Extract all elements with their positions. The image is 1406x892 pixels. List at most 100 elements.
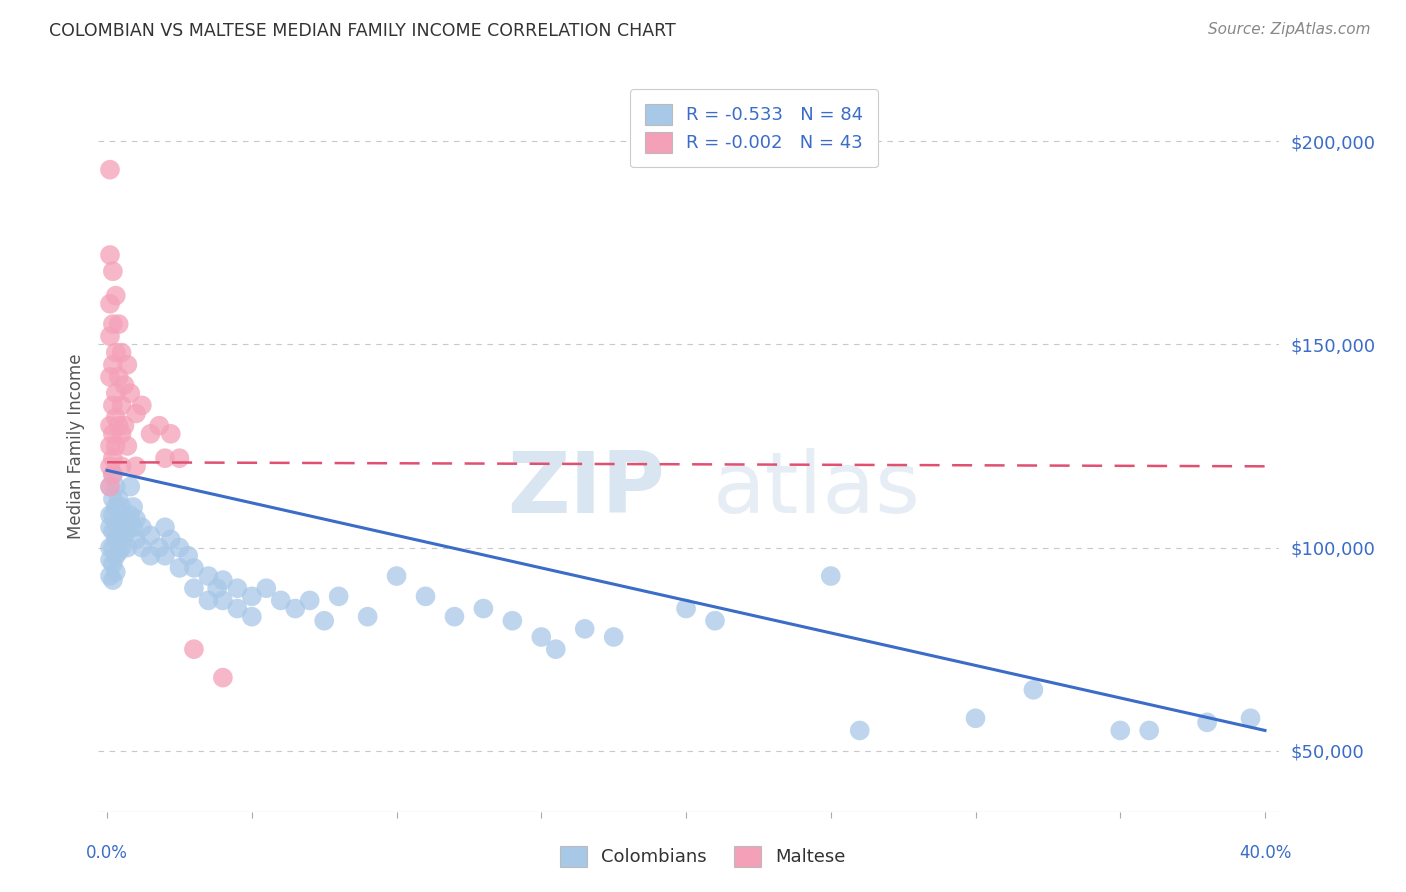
Point [98,508,121,522]
Text: atlas: atlas [713,449,921,532]
Point [120,480,142,494]
Point [98,520,121,534]
Point [328,590,350,604]
Point [104,386,127,401]
Point [704,614,727,628]
Point [98,162,121,177]
Point [226,581,249,595]
Point [139,426,162,441]
Text: 40.0%: 40.0% [1239,844,1291,863]
Point [107,528,129,542]
Point [114,378,136,392]
Point [205,581,228,595]
Point [1109,723,1132,738]
Point [114,512,136,526]
Point [131,520,153,534]
Point [1197,715,1219,730]
Point [110,500,132,514]
Point [104,500,127,514]
Point [148,541,170,555]
Point [101,491,124,506]
Point [101,573,124,587]
Point [314,614,336,628]
Point [125,533,148,547]
Point [101,508,124,522]
Point [415,590,437,604]
Legend: Colombians, Maltese: Colombians, Maltese [553,838,853,874]
Point [101,398,124,412]
Point [101,541,124,555]
Point [574,622,596,636]
Point [117,358,139,372]
Point [101,467,124,482]
Point [98,370,121,384]
Point [544,642,567,657]
Point [1137,723,1160,738]
Point [472,601,495,615]
Point [104,516,127,531]
Point [965,711,987,725]
Point [122,520,145,534]
Point [104,439,127,453]
Point [153,451,176,466]
Point [98,418,121,433]
Point [101,317,124,331]
Point [240,590,263,604]
Point [114,528,136,542]
Point [104,549,127,563]
Point [169,541,191,555]
Point [254,581,277,595]
Point [107,418,129,433]
Point [125,459,148,474]
Point [602,630,624,644]
Point [848,723,870,738]
Point [530,630,553,644]
Point [98,459,121,474]
Point [153,549,176,563]
Point [675,601,697,615]
Point [212,671,235,685]
Point [148,418,170,433]
Point [110,541,132,555]
Point [131,398,153,412]
Point [98,248,121,262]
Point [101,451,124,466]
Point [183,561,205,575]
Point [98,541,121,555]
Point [98,297,121,311]
Point [270,593,292,607]
Point [114,418,136,433]
Point [107,512,129,526]
Point [101,358,124,372]
Point [240,609,263,624]
Point [298,593,321,607]
Point [125,512,148,526]
Point [104,480,127,494]
Point [110,398,132,412]
Point [139,528,162,542]
Point [1022,682,1045,697]
Point [101,467,124,482]
Point [125,407,148,421]
Point [443,609,465,624]
Point [169,561,191,575]
Point [104,288,127,302]
Point [131,541,153,555]
Point [153,520,176,534]
Point [98,569,121,583]
Point [183,642,205,657]
Legend: R = -0.533   N = 84, R = -0.002   N = 43: R = -0.533 N = 84, R = -0.002 N = 43 [630,89,877,167]
Point [101,524,124,539]
Point [169,451,191,466]
Point [159,533,181,547]
Point [159,426,181,441]
Point [104,565,127,579]
Point [117,541,139,555]
Point [110,459,132,474]
Point [501,614,523,628]
Point [101,264,124,278]
Point [122,500,145,514]
Y-axis label: Median Family Income: Median Family Income [66,353,84,539]
Point [120,508,142,522]
Point [385,569,408,583]
